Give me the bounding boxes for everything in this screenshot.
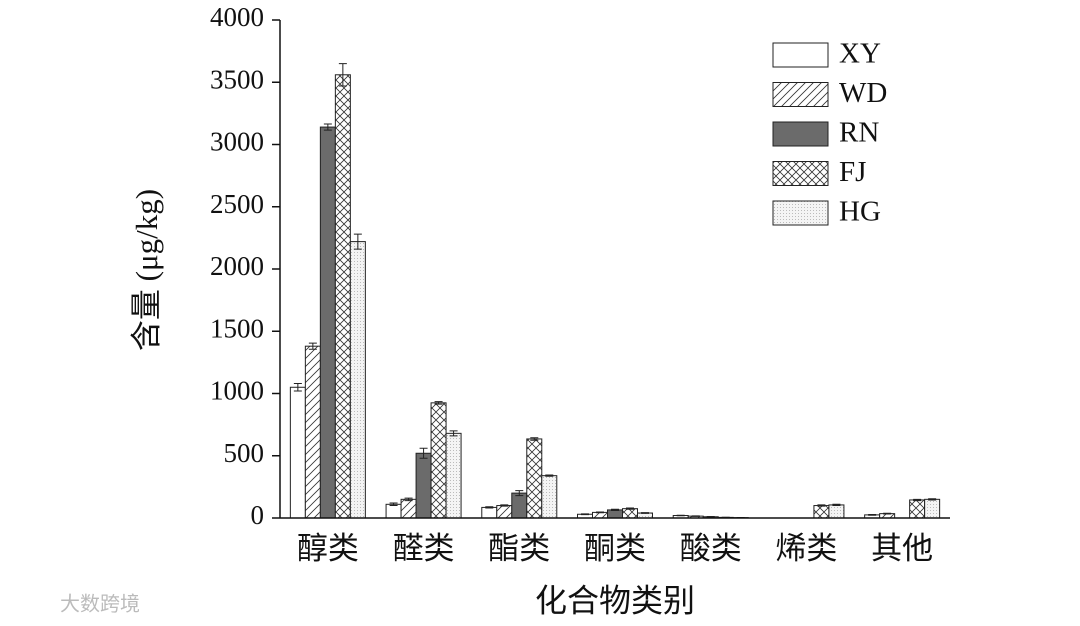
y-tick-label: 3000 — [210, 127, 264, 157]
bar — [304, 345, 321, 519]
y-tick-label: 500 — [224, 438, 265, 468]
bar — [430, 402, 447, 519]
error-bar — [626, 507, 634, 510]
y-tick-label: 1000 — [210, 376, 264, 406]
x-tick-label: 醛类 — [393, 531, 455, 566]
error-bar — [913, 498, 922, 502]
y-tick-label: 3500 — [210, 64, 264, 94]
x-tick-label: 其他 — [871, 531, 933, 566]
x-tick-label: 烯类 — [775, 531, 837, 566]
bar — [541, 475, 558, 519]
y-tick-label: 0 — [251, 500, 265, 530]
error-bar — [500, 504, 509, 507]
legend-label: HG — [839, 196, 881, 228]
error-bar — [515, 490, 524, 497]
bar — [385, 503, 402, 519]
error-bar — [323, 123, 332, 131]
bar — [828, 504, 845, 519]
error-bar — [419, 447, 428, 459]
error-bar — [832, 503, 841, 507]
y-tick-label: 4000 — [210, 2, 264, 32]
x-tick-label: 酸类 — [680, 531, 742, 566]
legend-label: RN — [839, 117, 879, 149]
x-tick-label: 酮类 — [584, 531, 646, 566]
x-tick-label: 酯类 — [488, 531, 550, 566]
bar — [289, 386, 306, 519]
legend-label: XY — [839, 38, 881, 70]
error-bar — [928, 498, 937, 501]
legend-label: WD — [839, 77, 887, 109]
error-bar — [485, 506, 494, 509]
error-bar — [581, 513, 589, 516]
y-tick-label: 1500 — [210, 313, 264, 343]
bar — [319, 126, 336, 519]
x-tick-label: 醇类 — [297, 531, 359, 566]
error-bar — [389, 502, 398, 507]
error-bar — [868, 514, 877, 516]
legend-label: FJ — [839, 156, 866, 188]
legend-swatch — [772, 121, 829, 147]
error-bar — [449, 430, 458, 437]
error-bar — [308, 342, 317, 350]
bar — [481, 506, 498, 519]
bar — [511, 492, 528, 519]
bar — [622, 508, 638, 519]
error-bar — [611, 508, 619, 512]
legend-swatch — [772, 42, 829, 68]
y-tick-label: 2000 — [210, 251, 264, 281]
legend-swatch — [772, 82, 829, 107]
error-bar — [545, 474, 554, 477]
bar — [334, 74, 351, 519]
watermark: 大数跨境 — [60, 592, 140, 616]
error-bar — [434, 401, 443, 405]
error-bar — [596, 511, 604, 514]
x-axis-title: 化合物类别 — [535, 582, 695, 618]
error-bar — [404, 497, 413, 502]
bar — [607, 509, 623, 519]
error-bar — [530, 437, 539, 441]
bar — [526, 438, 543, 519]
bar — [415, 452, 432, 519]
bar — [349, 241, 366, 519]
bar — [909, 499, 926, 519]
legend-swatch — [772, 200, 829, 226]
bar — [813, 505, 830, 519]
error-bar — [353, 233, 362, 250]
error-bar — [641, 512, 649, 514]
bar — [924, 498, 941, 519]
y-axis-title: 含量 (μg/kg) — [129, 189, 164, 351]
error-bar — [338, 63, 347, 87]
y-tick-label: 2500 — [210, 189, 264, 219]
error-bar — [883, 512, 892, 515]
bar — [445, 432, 462, 519]
error-bar — [293, 383, 302, 392]
error-bar — [817, 504, 826, 507]
bar — [400, 498, 417, 519]
bar — [496, 505, 513, 519]
legend-swatch — [772, 161, 829, 186]
